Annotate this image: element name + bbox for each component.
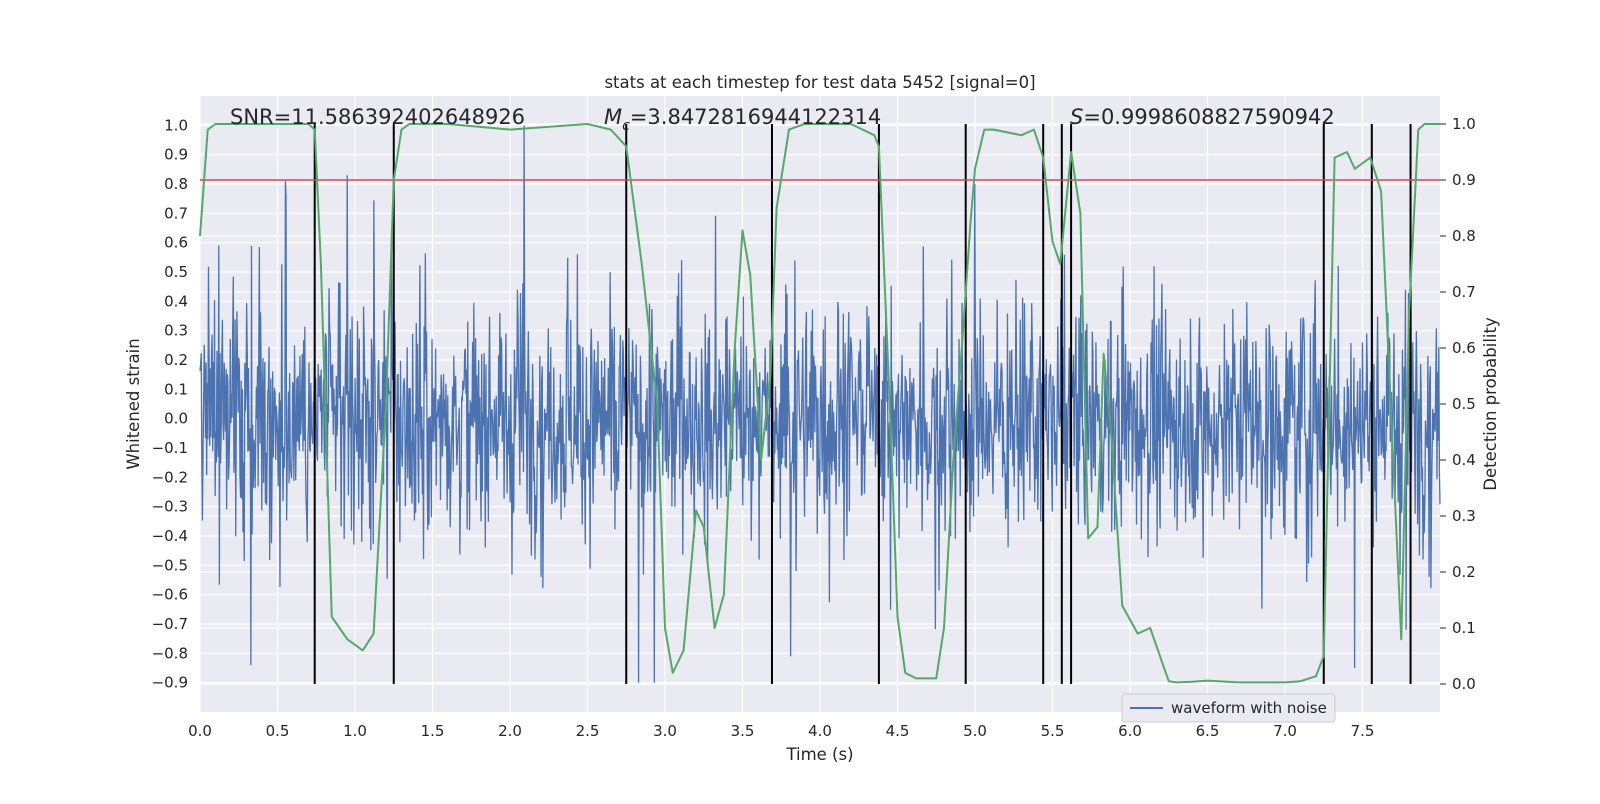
y-tick-label: 0.5 [164, 263, 188, 281]
y2-tick-labels: 0.0 0.1 0.2 0.3 0.4 0.5 0.6 0.7 0.8 0.9 1.0 [1440, 115, 1476, 693]
y2-tick-label: 0.1 [1452, 619, 1476, 637]
probability-line [199, 123, 1440, 684]
y2-tick-label: 0.3 [1452, 507, 1476, 525]
x-tick-label: 7.0 [1273, 722, 1297, 740]
y-tick-label: −0.5 [152, 556, 188, 574]
y-tick-label: 0.0 [164, 410, 188, 428]
x-tick-label: 1.5 [421, 722, 445, 740]
y-tick-label: 0.8 [164, 175, 188, 193]
y-tick-label: −0.4 [152, 527, 188, 545]
y2-axis-label: Detection probability [1481, 317, 1500, 491]
mc-annotation: Mc=3.8472816944122314 [604, 105, 881, 134]
x-tick-label: 7.5 [1351, 722, 1375, 740]
y-tick-label: 1.0 [164, 116, 188, 134]
x-tick-label: 4.0 [808, 722, 832, 740]
y-tick-label: 0.1 [164, 380, 188, 398]
y-tick-label: 0.4 [164, 292, 188, 310]
x-tick-label: 6.0 [1118, 722, 1142, 740]
probability-series [199, 123, 1440, 684]
mc-value: =3.8472816944122314 [630, 105, 881, 129]
x-tick-label: 2.5 [576, 722, 600, 740]
x-tick-label: 3.0 [653, 722, 677, 740]
x-tick-labels: 0.0 0.5 1.0 1.5 2.0 2.5 3.0 3.5 4.0 4.5 5.0 5.5 6.0 6… [188, 722, 1374, 740]
y2-tick-label: 0.7 [1452, 283, 1476, 301]
s-value: =0.9998608827590942 [1083, 105, 1334, 129]
mc-symbol: M [604, 105, 622, 129]
x-tick-label: 3.5 [731, 722, 755, 740]
s-annotation: S=0.9998608827590942 [1070, 105, 1335, 129]
x-tick-label: 5.5 [1041, 722, 1065, 740]
x-tick-label: 1.0 [343, 722, 367, 740]
y-tick-label: −0.3 [152, 498, 188, 516]
x-tick-label: 2.0 [498, 722, 522, 740]
x-tick-label: 4.5 [886, 722, 910, 740]
y2-tick-label: 0.2 [1452, 563, 1476, 581]
legend-entry: waveform with noise [1171, 699, 1327, 717]
x-tick-label: 5.0 [963, 722, 987, 740]
x-tick-label: 6.5 [1196, 722, 1220, 740]
waveform-series [199, 125, 1441, 683]
legend: waveform with noise [1121, 693, 1336, 723]
y-tick-label: −0.8 [152, 644, 188, 662]
mc-subscript: c [622, 118, 630, 134]
chart-title: stats at each timestep for test data 545… [604, 73, 1035, 92]
y2-tick-label: 1.0 [1452, 115, 1476, 133]
y2-tick-label: 0.6 [1452, 339, 1476, 357]
y2-tick-label: 0.8 [1452, 227, 1476, 245]
y-tick-labels: −0.9 −0.8 −0.7 −0.6 −0.5 −0.4 −0.3 −0.2 −0.1 0.0 0… [152, 116, 188, 691]
x-tick-label: 0.0 [188, 722, 212, 740]
y-tick-label: −0.1 [152, 439, 188, 457]
y-tick-label: 0.6 [164, 234, 188, 252]
x-tick-label: 0.5 [266, 722, 290, 740]
y2-tick-label: 0.9 [1452, 171, 1476, 189]
event-lines [313, 124, 1412, 684]
y-tick-label: −0.9 [152, 674, 188, 692]
y-tick-label: −0.7 [152, 615, 188, 633]
y-tick-label: −0.2 [152, 468, 188, 486]
y-tick-label: 0.7 [164, 204, 188, 222]
y-tick-label: −0.6 [152, 586, 188, 604]
waveform-line [199, 125, 1441, 683]
y2-tick-label: 0.4 [1452, 451, 1476, 469]
y-tick-label: 0.3 [164, 322, 188, 340]
y-tick-label: 0.9 [164, 146, 188, 164]
legend-box [1121, 693, 1336, 723]
s-symbol: S [1070, 105, 1083, 129]
snr-annotation: SNR=11.586392402648926 [230, 105, 525, 129]
y-axis-label: Whitened strain [124, 338, 143, 469]
y2-tick-label: 0.5 [1452, 395, 1476, 413]
x-axis-label: Time (s) [785, 745, 853, 764]
y-tick-label: 0.2 [164, 351, 188, 369]
y2-tick-label: 0.0 [1452, 675, 1476, 693]
